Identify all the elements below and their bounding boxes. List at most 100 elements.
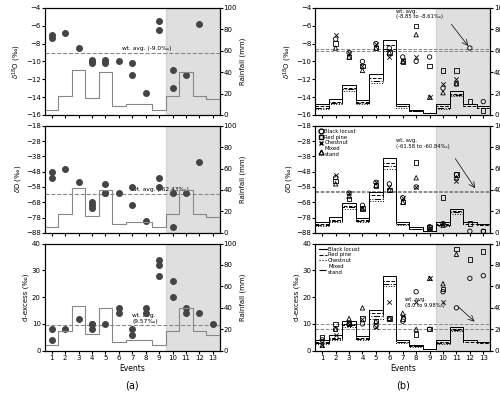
Point bbox=[412, 54, 420, 60]
Point bbox=[155, 262, 163, 268]
Point bbox=[412, 184, 420, 190]
Point bbox=[426, 63, 434, 69]
Point bbox=[439, 222, 447, 229]
Y-axis label: Rainfall (mm): Rainfall (mm) bbox=[240, 156, 246, 203]
Point bbox=[345, 315, 353, 322]
Point bbox=[358, 321, 366, 327]
Text: (a): (a) bbox=[126, 381, 139, 391]
Point bbox=[358, 67, 366, 74]
Point bbox=[412, 326, 420, 333]
Point bbox=[332, 171, 340, 178]
Point bbox=[88, 202, 96, 208]
Point bbox=[345, 321, 353, 327]
Point bbox=[88, 321, 96, 327]
Point bbox=[142, 310, 150, 316]
Text: wt. avg. (-62.43‰): wt. avg. (-62.43‰) bbox=[132, 187, 189, 192]
Point bbox=[332, 326, 340, 333]
Point bbox=[398, 195, 406, 201]
Point bbox=[48, 175, 56, 181]
Point bbox=[332, 178, 340, 184]
Point bbox=[168, 223, 176, 230]
Point bbox=[102, 60, 110, 66]
Point bbox=[332, 41, 340, 47]
Point bbox=[398, 315, 406, 322]
Point bbox=[426, 54, 434, 60]
Point bbox=[466, 45, 474, 51]
Point bbox=[88, 60, 96, 66]
Point bbox=[412, 288, 420, 295]
Point bbox=[426, 326, 434, 333]
Point bbox=[426, 225, 434, 231]
Point bbox=[358, 63, 366, 69]
Bar bbox=[436, 126, 490, 233]
Point bbox=[439, 286, 447, 292]
Point bbox=[358, 205, 366, 212]
Point bbox=[452, 81, 460, 87]
Point bbox=[115, 190, 123, 196]
Point bbox=[386, 299, 394, 306]
X-axis label: Events: Events bbox=[390, 364, 415, 373]
Point bbox=[182, 190, 190, 196]
Point bbox=[452, 175, 460, 181]
Point bbox=[398, 195, 406, 201]
Point bbox=[168, 278, 176, 284]
Point bbox=[372, 323, 380, 330]
Point bbox=[398, 58, 406, 65]
Point bbox=[480, 108, 488, 114]
Point bbox=[128, 184, 136, 190]
Point bbox=[345, 49, 353, 56]
Point bbox=[142, 305, 150, 311]
Point bbox=[386, 49, 394, 56]
Point bbox=[102, 56, 110, 63]
Point bbox=[318, 342, 326, 348]
Point bbox=[168, 85, 176, 91]
Point bbox=[412, 175, 420, 181]
Point bbox=[386, 187, 394, 193]
Point bbox=[48, 326, 56, 333]
Point bbox=[398, 318, 406, 324]
Point bbox=[128, 60, 136, 66]
Point bbox=[88, 199, 96, 205]
Point bbox=[398, 310, 406, 316]
Point bbox=[358, 315, 366, 322]
Point bbox=[412, 184, 420, 190]
Y-axis label: Rainfall (mm): Rainfall (mm) bbox=[240, 38, 246, 85]
Point bbox=[332, 331, 340, 338]
Legend: Black locust, Red pine, Chestnut, Mixed
stand: Black locust, Red pine, Chestnut, Mixed … bbox=[318, 246, 360, 275]
Point bbox=[318, 342, 326, 348]
Point bbox=[74, 45, 82, 51]
Point bbox=[155, 273, 163, 279]
Point bbox=[452, 251, 460, 257]
Point bbox=[480, 228, 488, 234]
Point bbox=[412, 299, 420, 306]
Point bbox=[398, 199, 406, 205]
Point bbox=[480, 249, 488, 255]
Point bbox=[74, 179, 82, 186]
Point bbox=[142, 217, 150, 224]
Point bbox=[452, 305, 460, 311]
Point bbox=[88, 321, 96, 327]
Point bbox=[386, 45, 394, 51]
Point bbox=[372, 45, 380, 51]
Point bbox=[128, 202, 136, 208]
Point bbox=[358, 205, 366, 212]
Point bbox=[358, 58, 366, 65]
Point bbox=[318, 334, 326, 340]
Point bbox=[372, 41, 380, 47]
Point bbox=[332, 326, 340, 333]
Point bbox=[345, 193, 353, 199]
Point bbox=[426, 94, 434, 100]
Point bbox=[452, 171, 460, 178]
Point bbox=[128, 331, 136, 338]
Point bbox=[318, 337, 326, 343]
Point bbox=[386, 315, 394, 322]
Point bbox=[412, 32, 420, 38]
Point bbox=[439, 288, 447, 295]
Point bbox=[182, 72, 190, 78]
Point bbox=[439, 81, 447, 87]
Point bbox=[209, 321, 217, 327]
Point bbox=[426, 275, 434, 281]
Text: (b): (b) bbox=[396, 381, 409, 391]
Y-axis label: $\delta$$^{18}$O (‰): $\delta$$^{18}$O (‰) bbox=[282, 44, 294, 79]
Point bbox=[128, 326, 136, 333]
